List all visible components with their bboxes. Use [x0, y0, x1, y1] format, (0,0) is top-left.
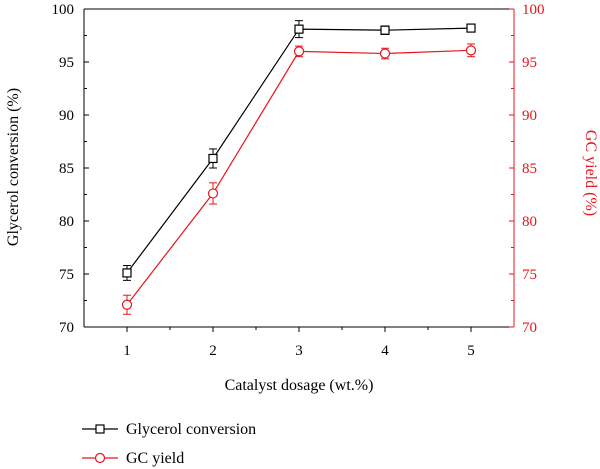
series-layer — [121, 20, 477, 315]
legend-item: GC yield — [82, 450, 184, 467]
data-point — [465, 45, 477, 56]
legend-marker — [94, 452, 106, 464]
data-point — [121, 299, 133, 310]
legend-label: GC yield — [126, 450, 184, 467]
legend-item: Glycerol conversion — [82, 421, 256, 438]
left-y-tick-label: 85 — [59, 161, 74, 177]
x-axis: 1 2 3 4 5 — [123, 327, 475, 359]
right-y-tick-label: 70 — [522, 320, 537, 336]
x-tick-label: 3 — [295, 343, 303, 359]
left-y-tick-label: 90 — [59, 108, 74, 124]
left-y-tick-label: 80 — [59, 214, 74, 230]
legend: Glycerol conversion GC yield — [82, 421, 256, 467]
right-y-tick-label: 75 — [522, 267, 537, 283]
x-tick-label: 1 — [123, 343, 131, 359]
series-line — [126, 27, 472, 274]
left-y-axis: 70 75 80 85 90 95 100 — [52, 2, 89, 336]
data-point — [380, 25, 390, 35]
x-tick-label: 2 — [209, 343, 217, 359]
right-y-tick-label: 85 — [522, 161, 537, 177]
legend-marker — [95, 424, 105, 434]
series-glycerol-conversion — [122, 20, 476, 281]
left-y-tick-label: 70 — [59, 320, 74, 336]
right-y-axis-title: GC yield (%) — [582, 130, 599, 216]
data-point — [208, 153, 218, 164]
data-point — [379, 48, 391, 59]
series-line — [126, 49, 472, 306]
series-gc-yield — [121, 43, 477, 315]
x-axis-title: Catalyst dosage (wt.%) — [225, 377, 374, 394]
x-tick-label: 4 — [381, 343, 389, 359]
left-y-tick-label: 75 — [59, 267, 74, 283]
legend-label: Glycerol conversion — [126, 421, 256, 438]
data-point — [122, 268, 132, 278]
data-point — [293, 46, 305, 57]
right-y-axis: 70 75 80 85 90 95 100 — [509, 2, 545, 336]
left-y-tick-label: 100 — [52, 2, 75, 18]
left-y-axis-title: Glycerol conversion (%) — [5, 88, 22, 246]
right-y-tick-label: 90 — [522, 108, 537, 124]
right-y-tick-label: 95 — [522, 55, 537, 71]
x-tick-label: 5 — [467, 343, 475, 359]
data-point — [294, 24, 304, 34]
data-point — [466, 23, 476, 33]
data-point — [207, 188, 219, 199]
right-y-tick-label: 80 — [522, 214, 537, 230]
right-y-tick-label: 100 — [522, 2, 545, 18]
left-y-tick-label: 95 — [59, 55, 74, 71]
